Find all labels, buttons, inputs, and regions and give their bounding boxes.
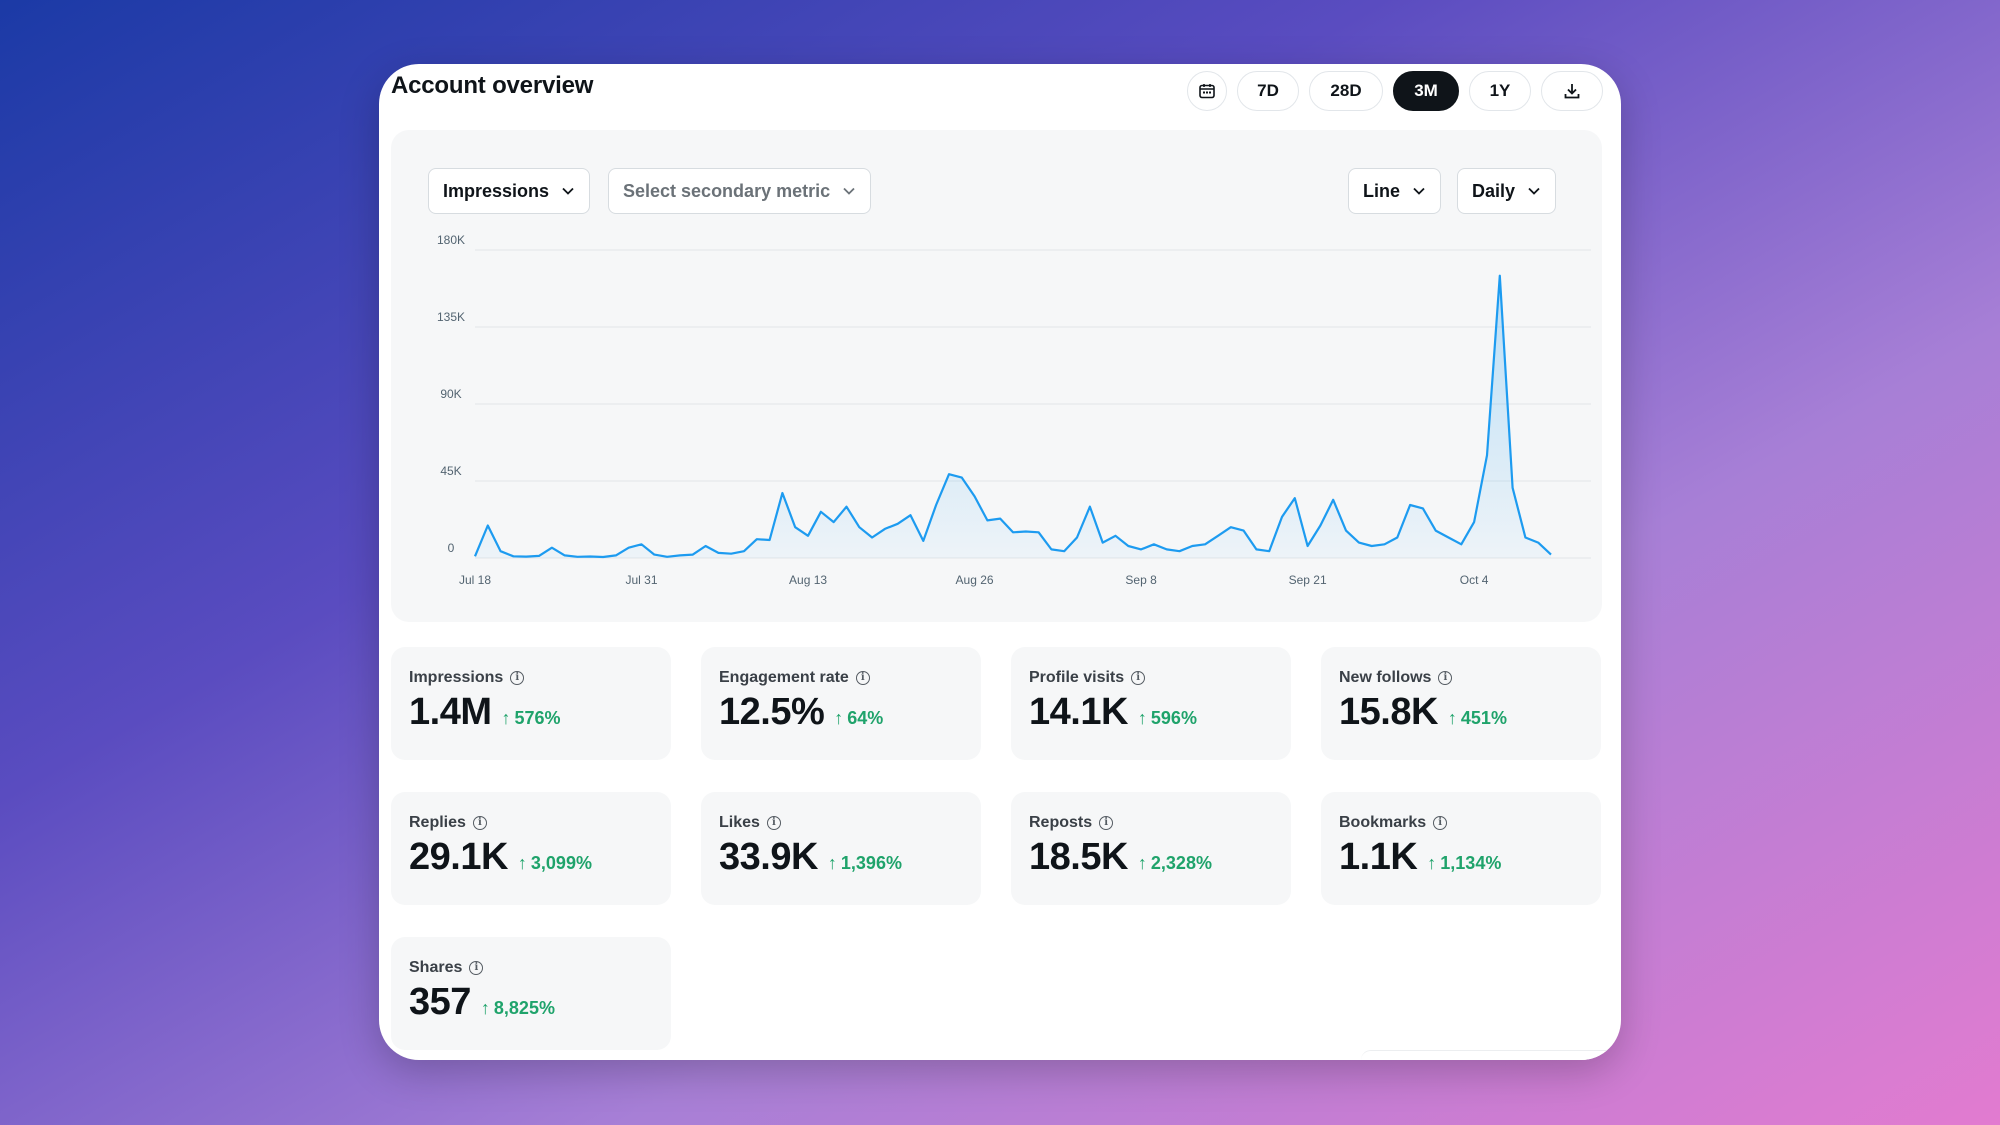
y-tick-label: 90K [440, 387, 461, 401]
x-tick-label: Oct 4 [1460, 573, 1489, 587]
secondary-metric-label: Select secondary metric [623, 180, 831, 201]
info-icon[interactable]: i [1438, 671, 1453, 685]
y-tick-label: 180K [437, 233, 465, 247]
arrow-up-icon: ↑ [480, 998, 490, 1018]
stat-card[interactable]: Shares i 357 ↑ 8,825% [391, 937, 671, 1050]
download-button[interactable] [1541, 71, 1603, 111]
granularity-dropdown[interactable]: Daily [1457, 168, 1557, 214]
impressions-chart[interactable]: 180K 135K 90K 45K 0 Jul 18 Jul 31 Aug 13 Aug 26 S… [391, 130, 1602, 622]
x-tick-label: Sep 8 [1125, 573, 1157, 587]
stat-card[interactable]: Engagement rate i 12.5% ↑ 64% [701, 647, 981, 760]
stat-value: 1.1K [1339, 836, 1418, 878]
stat-card[interactable]: Bookmarks i 1.1K ↑ 1,134% [1321, 792, 1601, 905]
arrow-up-icon: ↑ [1137, 708, 1147, 728]
stat-value: 18.5K [1029, 836, 1128, 878]
stat-change: 8,825% [493, 998, 555, 1018]
arrow-up-icon: ↑ [501, 708, 511, 728]
primary-metric-label: Impressions [443, 180, 550, 201]
stat-label: Shares [409, 959, 463, 976]
account-overview-card: Account overview 7D 28D 3M 1Y [379, 64, 1621, 1060]
stat-change: 1,134% [1440, 853, 1502, 873]
x-tick-label: Jul 18 [459, 573, 491, 587]
stat-label: Profile visits [1029, 669, 1125, 686]
stat-label: Impressions [409, 669, 504, 686]
arrow-up-icon: ↑ [827, 853, 837, 873]
stat-label: Bookmarks [1339, 814, 1427, 831]
range-28d-button[interactable]: 28D [1309, 71, 1383, 111]
calendar-icon [1199, 84, 1215, 99]
chevron-down-icon [843, 187, 855, 195]
calendar-button[interactable] [1187, 71, 1227, 111]
arrow-up-icon: ↑ [517, 853, 527, 873]
stat-value: 29.1K [409, 836, 508, 878]
primary-metric-dropdown[interactable]: Impressions [428, 168, 591, 214]
chevron-down-icon [1413, 187, 1425, 195]
info-icon[interactable]: i [1099, 816, 1114, 830]
y-tick-label: 45K [440, 464, 461, 478]
scroll-edge [1361, 1050, 1621, 1060]
chart-panel: Impressions Select secondary metric Line… [391, 130, 1602, 622]
stat-label: New follows [1339, 669, 1432, 686]
series-area [475, 275, 1551, 558]
stat-label: Engagement rate [719, 669, 849, 686]
info-icon[interactable]: i [469, 961, 484, 975]
stat-value: 12.5% [719, 691, 825, 733]
info-icon[interactable]: i [1433, 816, 1448, 830]
stat-change: 1,396% [840, 853, 902, 873]
x-tick-label: Aug 26 [956, 573, 994, 587]
x-tick-label: Jul 31 [626, 573, 658, 587]
stat-card[interactable]: Profile visits i 14.1K ↑ 596% [1011, 647, 1291, 760]
stat-card[interactable]: Impressions i 1.4M ↑ 576% [391, 647, 671, 760]
arrow-up-icon: ↑ [1427, 853, 1437, 873]
chevron-down-icon [562, 187, 574, 195]
stat-value: 357 [409, 981, 471, 1023]
granularity-label: Daily [1472, 180, 1516, 201]
stat-value: 15.8K [1339, 691, 1438, 733]
stat-card[interactable]: Reposts i 18.5K ↑ 2,328% [1011, 792, 1291, 905]
stat-change: 3,099% [530, 853, 592, 873]
chevron-down-icon [1528, 187, 1540, 195]
range-1y-button[interactable]: 1Y [1469, 71, 1531, 111]
range-toolbar: 7D 28D 3M 1Y [1187, 71, 1603, 111]
arrow-up-icon: ↑ [1137, 853, 1147, 873]
range-3m-button[interactable]: 3M [1393, 71, 1459, 111]
stat-change: 2,328% [1150, 853, 1212, 873]
stat-value: 1.4M [409, 691, 492, 733]
arrow-up-icon: ↑ [834, 708, 844, 728]
x-tick-label: Aug 13 [789, 573, 827, 587]
stat-change: 576% [514, 708, 561, 728]
info-icon[interactable]: i [1131, 671, 1146, 685]
range-7d-button[interactable]: 7D [1237, 71, 1299, 111]
stat-change: 64% [847, 708, 884, 728]
info-icon[interactable]: i [510, 671, 525, 685]
chart-type-dropdown[interactable]: Line [1348, 168, 1442, 214]
arrow-up-icon: ↑ [1447, 708, 1457, 728]
chart-type-label: Line [1363, 180, 1401, 201]
stat-change: 451% [1460, 708, 1507, 728]
stat-label: Replies [409, 814, 466, 831]
stat-value: 33.9K [719, 836, 818, 878]
stat-label: Likes [719, 814, 760, 831]
x-tick-label: Sep 21 [1289, 573, 1327, 587]
secondary-metric-dropdown[interactable]: Select secondary metric [608, 168, 872, 214]
stat-value: 14.1K [1029, 691, 1128, 733]
series-line [473, 274, 1552, 559]
stat-label: Reposts [1029, 814, 1093, 831]
stat-card[interactable]: Replies i 29.1K ↑ 3,099% [391, 792, 671, 905]
info-icon[interactable]: i [766, 816, 781, 830]
y-tick-label: 135K [437, 310, 465, 324]
info-icon[interactable]: i [855, 671, 870, 685]
stat-card[interactable]: New follows i 15.8K ↑ 451% [1321, 647, 1601, 760]
stat-change: 596% [1150, 708, 1197, 728]
info-icon[interactable]: i [472, 816, 487, 830]
download-icon [1564, 84, 1580, 99]
y-tick-label: 0 [448, 541, 455, 555]
stat-card[interactable]: Likes i 33.9K ↑ 1,396% [701, 792, 981, 905]
page-title: Account overview [391, 72, 594, 99]
